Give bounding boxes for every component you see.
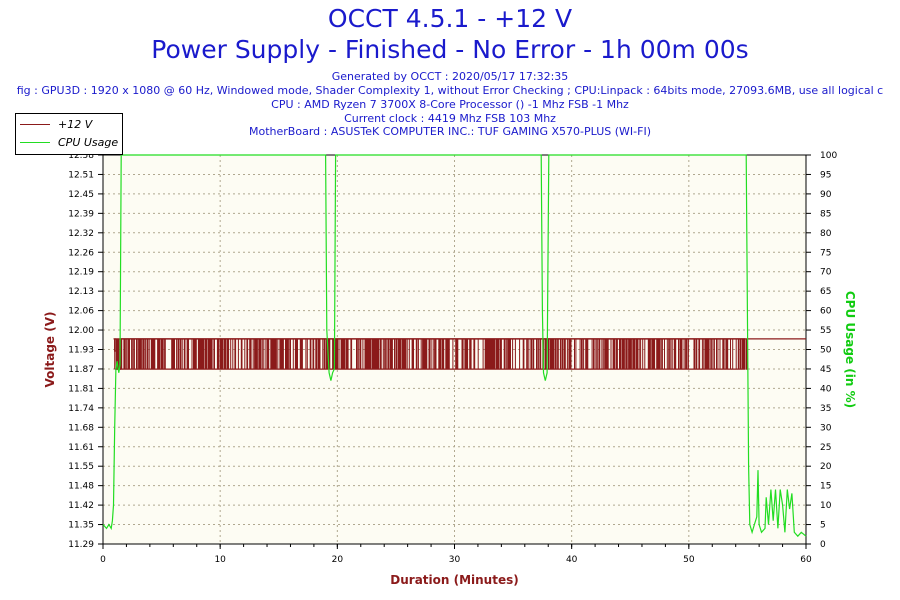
y2-tick-label: 100 [820,151,837,161]
y-tick-label: 11.35 [68,521,94,531]
y2-tick-label: 75 [820,248,831,258]
y2-tick-label: 80 [820,229,832,239]
y-tick-label: 12.13 [68,287,94,297]
y-tick-label: 12.58 [68,151,94,161]
y2-tick-label: 40 [820,384,832,394]
chart-subtitle: Power Supply - Finished - No Error - 1h … [151,35,749,64]
y2-tick-label: 0 [820,540,826,550]
y-axis-label: Voltage (V) [43,312,57,388]
y-tick-label: 11.74 [68,404,94,414]
clock-info: Current clock : 4419 Mhz FSB 103 Mhz [344,112,556,125]
x-tick-label: 20 [332,555,344,565]
y-tick-label: 12.06 [68,307,94,317]
x-tick-label: 10 [214,555,226,565]
y2-tick-label: 55 [820,326,831,336]
y2-tick-label: 85 [820,209,831,219]
motherboard-info: MotherBoard : ASUSTeK COMPUTER INC.: TUF… [249,125,651,138]
y2-tick-label: 95 [820,170,831,180]
y-tick-label: 12.51 [68,170,94,180]
config-info: fig : GPU3D : 1920 x 1080 @ 60 Hz, Windo… [16,84,884,97]
y2-tick-label: 15 [820,482,831,492]
y2-tick-label: 10 [820,501,832,511]
cpu-info: CPU : AMD Ryzen 7 3700X 8-Core Processor… [271,98,629,111]
legend-item-voltage: +12 V [20,117,92,131]
y-tick-label: 11.48 [68,482,94,492]
x-tick-label: 40 [566,555,578,565]
legend: +12 V CPU Usage [15,113,123,155]
y-tick-label: 11.68 [68,423,94,433]
series-cpu-usage [102,154,807,538]
y2-tick-label: 65 [820,287,831,297]
x-tick-label: 50 [683,555,695,565]
x-tick-label: 0 [100,555,106,565]
chart-title: OCCT 4.5.1 - +12 V [327,4,573,33]
y-tick-label: 12.26 [68,248,94,258]
y-tick-label: 11.42 [68,501,94,511]
y-tick-label: 11.29 [68,540,94,550]
y-tick-label: 11.81 [68,384,94,394]
x-tick-label: 30 [449,555,461,565]
y2-tick-label: 35 [820,404,831,414]
y-tick-label: 12.00 [68,326,94,336]
legend-swatch-voltage [20,123,50,125]
y2-axis-label: CPU Usage (in %) [843,291,857,408]
y-tick-label: 11.55 [68,462,94,472]
y-tick-label: 11.61 [68,443,94,453]
legend-label-cpu: CPU Usage [58,135,119,149]
y-tick-label: 11.87 [68,365,94,375]
y-tick-label: 12.32 [68,229,94,239]
y2-tick-label: 30 [820,423,832,433]
legend-label-voltage: +12 V [58,117,93,131]
y-tick-label: 12.19 [68,268,94,278]
y-tick-label: 12.39 [68,209,94,219]
y2-tick-label: 70 [820,268,832,278]
y-tick-label: 12.45 [68,190,94,200]
y2-tick-label: 60 [820,307,832,317]
y2-tick-label: 25 [820,443,831,453]
y2-tick-label: 20 [820,462,832,472]
x-tick-label: 60 [800,555,812,565]
y-tick-label: 11.93 [68,346,94,356]
series-voltage-band [114,338,746,370]
y2-tick-label: 45 [820,365,831,375]
y2-tick-label: 50 [820,346,832,356]
generated-info: Generated by OCCT : 2020/05/17 17:32:35 [331,70,569,83]
legend-swatch-cpu [20,141,50,143]
y2-tick-label: 90 [820,190,832,200]
legend-item-cpu: CPU Usage [20,135,118,149]
y2-tick-label: 5 [820,521,826,531]
x-axis-label: Duration (Minutes) [390,573,518,587]
